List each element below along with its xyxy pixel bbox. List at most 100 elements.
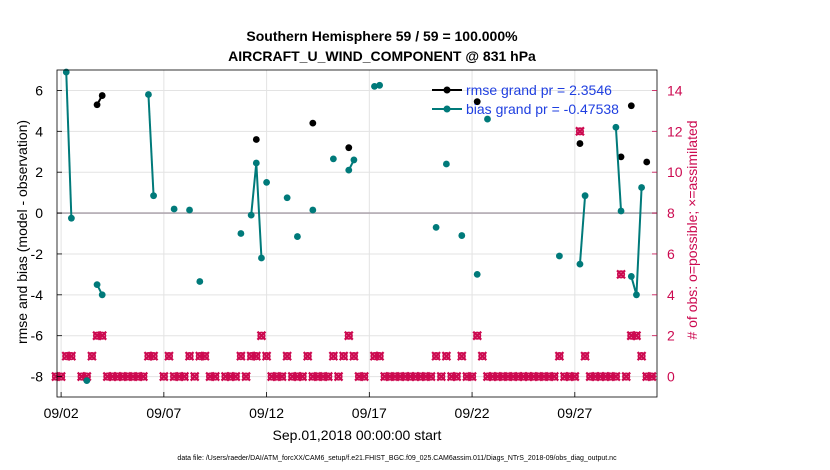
- obs-possible-marker: [200, 352, 210, 361]
- bias-point: [555, 252, 563, 260]
- y-right-tick-label: 12: [667, 123, 683, 139]
- obs-possible-marker: [231, 372, 240, 381]
- obs-possible-marker: [288, 372, 297, 381]
- rmse-point: [98, 92, 106, 99]
- obs-possible-marker: [432, 352, 441, 361]
- x-axis-label: Sep.01,2018 00:00:00 start: [273, 427, 442, 443]
- y-axis-label-right: # of obs: o=possible; ×=assimilated: [684, 120, 700, 339]
- y-tick-label: -4: [31, 287, 44, 303]
- obs-possible-marker: [128, 372, 138, 381]
- obs-possible-marker: [503, 372, 513, 381]
- bias-point: [170, 205, 178, 213]
- obs-possible-marker: [277, 372, 287, 381]
- obs-possible-marker: [529, 372, 538, 381]
- obs-possible-marker: [380, 372, 389, 381]
- obs-possible-marker: [92, 331, 102, 340]
- obs-possible-marker: [247, 352, 256, 361]
- obs-possible-marker: [550, 372, 559, 381]
- plot-frame: [56, 69, 658, 398]
- obs-possible-marker: [498, 372, 507, 381]
- y-axis-label: rmse and bias (model - observation): [14, 120, 30, 344]
- obs-assimilated-marker: [148, 351, 159, 361]
- obs-assimilated-marker: [297, 371, 308, 382]
- data-file-footnote: data file: /Users/raeder/DAI/ATM_forcXX/…: [177, 455, 617, 462]
- obs-possible-marker: [324, 372, 333, 381]
- obs-possible-marker: [339, 352, 348, 361]
- obs-assimilated-marker: [554, 351, 565, 361]
- obs-possible-marker: [457, 352, 466, 361]
- obs-assimilated-marker: [210, 371, 220, 382]
- obs-possible-marker: [411, 372, 420, 381]
- obs-possible-marker: [462, 372, 472, 381]
- bias-point: [196, 278, 204, 285]
- bias-line: [614, 127, 623, 212]
- rmse-point: [309, 119, 317, 127]
- obs-possible-marker: [601, 372, 610, 381]
- bias-point: [67, 214, 75, 222]
- x-tick-label: 09/12: [249, 405, 284, 421]
- obs-assimilated-marker: [580, 351, 590, 361]
- obs-possible-marker: [185, 352, 194, 361]
- obs-possible-marker: [226, 372, 235, 381]
- obs-possible-marker: [478, 352, 487, 361]
- obs-possible-marker: [298, 372, 307, 381]
- obs-possible-marker: [241, 372, 251, 381]
- obs-possible-marker: [580, 352, 590, 361]
- obs-assimilated-marker: [636, 351, 647, 361]
- obs-assimilated-marker: [431, 351, 441, 361]
- bias-point: [186, 206, 193, 214]
- obs-possible-marker: [144, 352, 153, 361]
- legend-rmse-marker: [443, 86, 451, 94]
- plot-area: -8 -6 -4 -2 0 2 4 6 0 2 4 6 8 10 12 14 09/02 09/07 09/12…: [31, 68, 683, 421]
- obs-possible-marker: [313, 372, 323, 381]
- obs-assimilated-marker: [189, 371, 200, 382]
- obs-possible-marker: [77, 372, 86, 381]
- obs-possible-marker: [632, 331, 641, 340]
- obs-assimilated-marker: [97, 330, 107, 341]
- obs-possible-marker: [103, 372, 112, 381]
- obs-possible-marker: [267, 372, 276, 381]
- obs-assimilated-marker: [467, 371, 477, 382]
- obs-possible-marker: [622, 372, 631, 381]
- obs-possible-marker: [493, 372, 502, 381]
- obs-assimilated-marker: [349, 351, 359, 361]
- obs-possible-marker: [354, 372, 364, 381]
- y-right-tick-label: 14: [667, 82, 683, 98]
- obs-assimilated-marker: [575, 126, 585, 137]
- rmse-point: [345, 144, 353, 152]
- bias-point: [442, 160, 450, 168]
- left-axis-ticks: -8 -6 -4 -2 0 2 4 6: [31, 82, 62, 385]
- obs-possible-marker: [401, 372, 410, 381]
- bias-point: [633, 291, 640, 299]
- x-tick-label: 09/17: [352, 405, 387, 421]
- obs-possible-marker: [118, 372, 127, 381]
- obs-possible-marker: [175, 372, 184, 381]
- obs-possible-marker: [159, 372, 168, 381]
- obs-possible-marker: [360, 372, 369, 381]
- obs-possible-marker: [139, 372, 148, 381]
- obs-assimilated-marker: [621, 371, 631, 382]
- obs-assimilated-marker: [230, 371, 241, 382]
- bias-point: [237, 230, 245, 237]
- obs-possible-marker: [134, 372, 143, 381]
- obs-possible-marker: [318, 372, 328, 381]
- y-tick-label: -2: [31, 246, 44, 262]
- obs-possible-marker: [329, 352, 338, 361]
- obs-possible-marker: [637, 352, 646, 361]
- obs-possible-marker: [349, 352, 359, 361]
- obs-possible-marker: [560, 372, 569, 381]
- obs-possible-marker: [236, 352, 246, 361]
- bias-point: [638, 184, 645, 191]
- obs-assimilated-marker: [441, 351, 452, 361]
- obs-possible-marker: [385, 372, 394, 381]
- obs-possible-marker: [426, 372, 436, 381]
- bias-point: [98, 291, 106, 299]
- obs-possible-marker: [509, 372, 518, 381]
- bias-point: [576, 260, 584, 268]
- obs-possible-marker: [555, 352, 564, 361]
- obs-assimilated-marker: [251, 351, 262, 361]
- obs-assimilated-marker: [611, 371, 621, 382]
- obs-possible-marker: [534, 372, 543, 381]
- obs-possible-marker: [545, 372, 554, 381]
